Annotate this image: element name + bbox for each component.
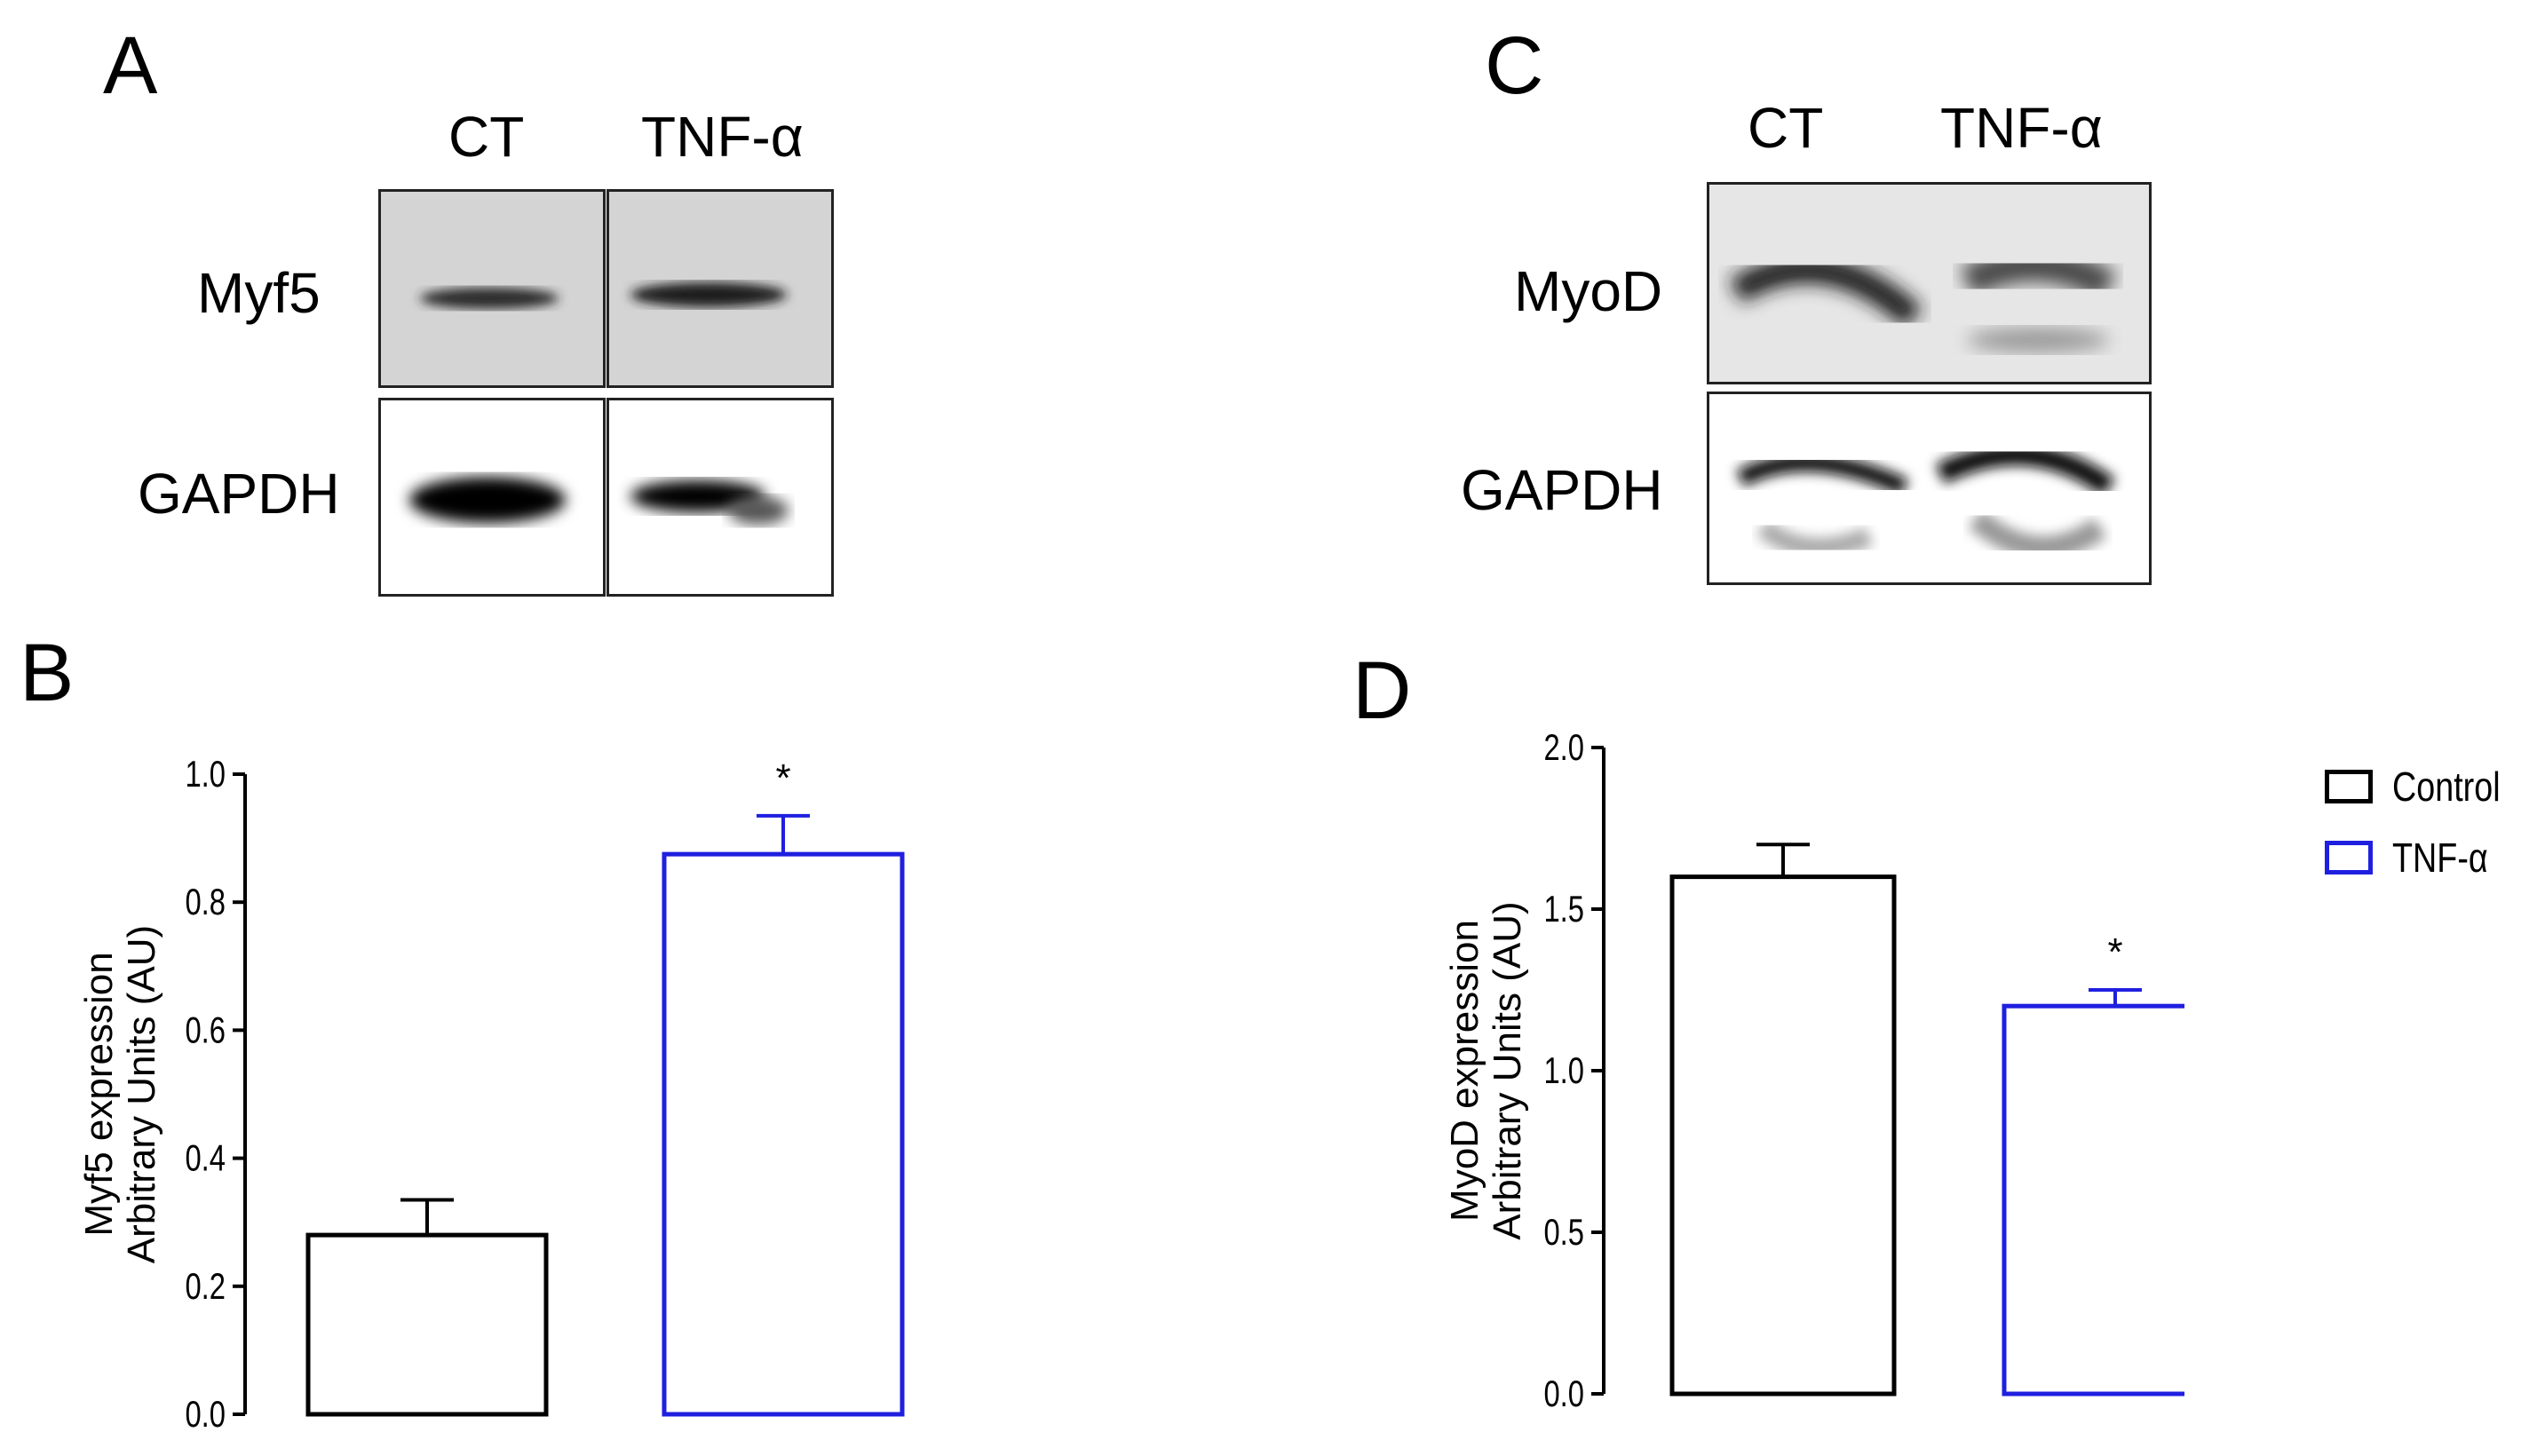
row-label-myod: MyoD <box>1514 259 1663 323</box>
blot-myf5-tnf <box>606 189 834 388</box>
lane-label-ct: CT <box>448 105 525 169</box>
row-label-gapdh: GAPDH <box>1461 458 1663 522</box>
y-tick-label: 0.0 <box>1543 1373 1584 1414</box>
legend-item-tnf: TNF-α <box>2325 833 2527 882</box>
band-image <box>1729 249 2117 352</box>
band-image <box>409 477 566 523</box>
significance-marker: * <box>2107 930 2122 974</box>
lane-label-tnf: TNF-α <box>1940 96 2103 160</box>
blot-gapdh-tnf <box>606 398 834 597</box>
bar-control <box>1669 874 1897 1397</box>
blot-myod <box>1707 182 2152 384</box>
y-tick-label: 1.5 <box>1543 888 1584 930</box>
y-tick-label: 0.8 <box>185 881 226 922</box>
y-axis-label: Arbitrary Units (AU) <box>1486 901 1529 1239</box>
legend-item-control: Control <box>2325 762 2527 811</box>
legend-label-tnf: TNF-α <box>2392 835 2488 881</box>
band-image <box>630 480 789 525</box>
panel-letter-b: B <box>20 628 75 718</box>
blot-gapdh-c <box>1707 392 2152 585</box>
band-image <box>630 282 787 307</box>
blot-gapdh-ct <box>378 398 606 597</box>
lane-label-ct: CT <box>1748 96 1824 160</box>
legend-swatch-tnf <box>2325 841 2373 874</box>
row-label-gapdh: GAPDH <box>138 462 340 526</box>
y-tick-label: 1.0 <box>1543 1049 1584 1091</box>
bar-tnf <box>662 851 905 1417</box>
y-tick-label: 2.0 <box>1543 726 1584 768</box>
y-axis-label: MyoD expression <box>1443 920 1486 1222</box>
panel-letter-d: D <box>1352 645 1412 736</box>
y-axis-label: Arbitrary Units (AU) <box>120 925 163 1263</box>
bar-control <box>305 1232 549 1417</box>
legend-label-control: Control <box>2392 764 2501 810</box>
myod-bar-chart: 0.0 0.5 1.0 1.5 2.0 MyoD expression Arbitrary … <box>1443 726 2184 1414</box>
y-tick-label: 0.0 <box>185 1393 226 1435</box>
y-tick-label: 0.5 <box>1543 1211 1584 1253</box>
panel-letter-c: C <box>1485 20 1544 111</box>
lane-label-tnf: TNF-α <box>641 105 804 169</box>
myf5-bar-chart: 0.0 0.2 0.4 0.6 0.8 1.0 Myf5 expression Arbitra… <box>77 753 905 1435</box>
y-axis-label: Myf5 expression <box>77 952 121 1236</box>
band-image <box>1736 444 2116 559</box>
bar-tnf <box>2002 1003 2184 1397</box>
y-tick-label: 0.6 <box>185 1009 226 1050</box>
row-label-myf5: Myf5 <box>197 261 321 325</box>
y-tick-label: 0.4 <box>185 1137 226 1179</box>
blot-myf5-ct <box>378 189 606 388</box>
legend: Control TNF-α <box>2325 762 2527 882</box>
band-image <box>420 288 559 309</box>
y-tick-label: 0.2 <box>185 1265 226 1307</box>
significance-marker: * <box>775 756 790 800</box>
panel-letter-a: A <box>103 20 158 111</box>
y-tick-label: 1.0 <box>185 753 226 795</box>
legend-swatch-control <box>2325 770 2373 803</box>
